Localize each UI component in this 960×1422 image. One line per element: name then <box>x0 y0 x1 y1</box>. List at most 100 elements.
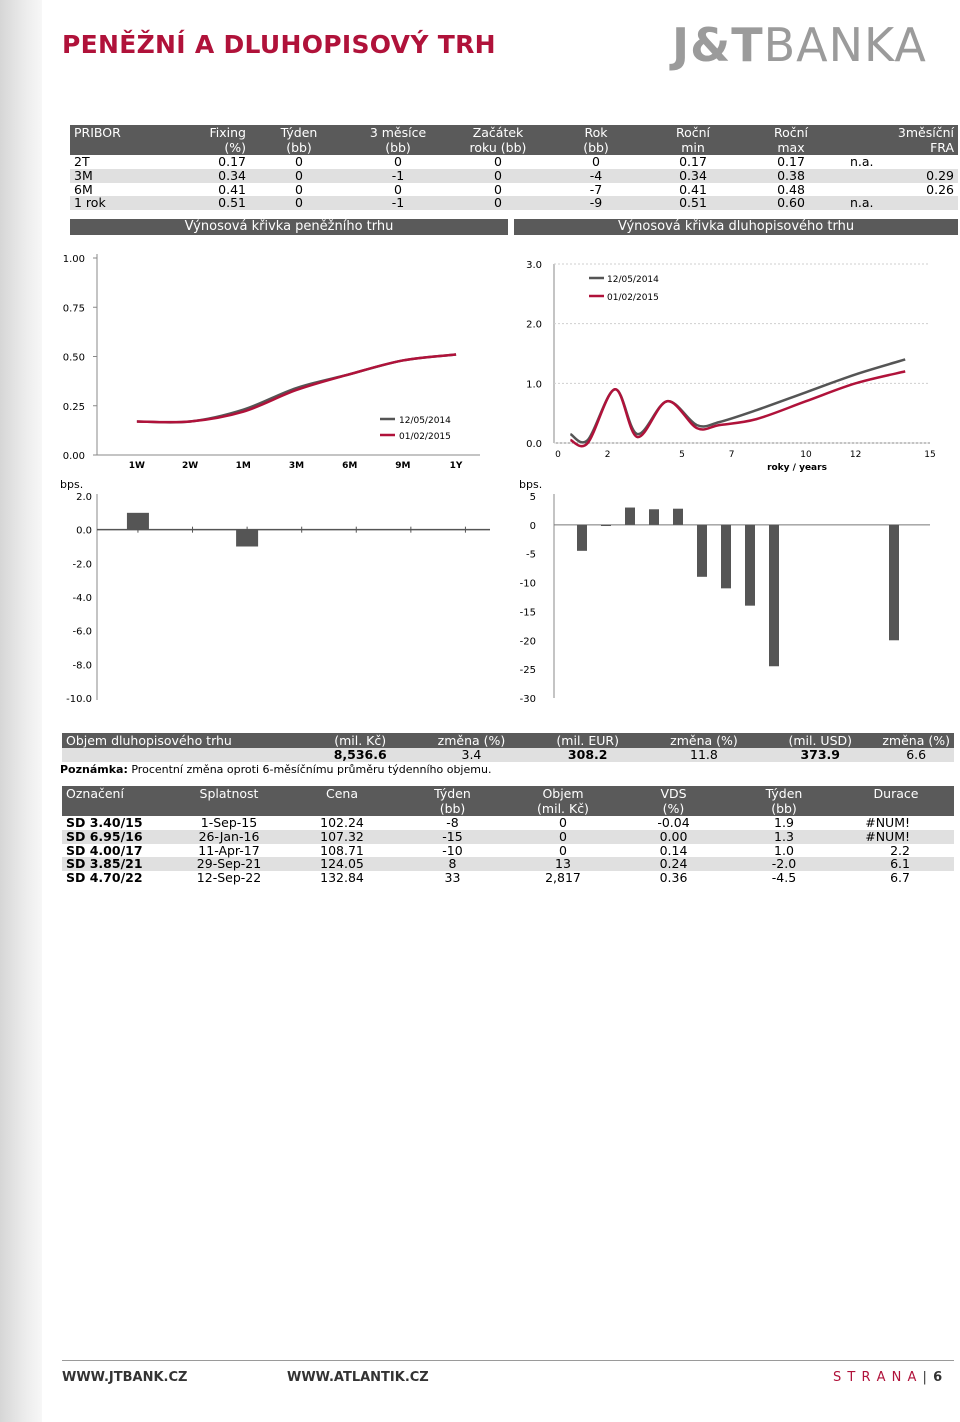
table-cell: -10 <box>442 842 463 858</box>
x-tick-label: 1M <box>236 461 251 471</box>
table-cell: 0.26 <box>926 181 954 197</box>
table-row: 1 rok 0.51 0 -1 0 -9 0.51 0.60 n.a. <box>70 196 958 211</box>
table-cell: 0 <box>559 842 567 858</box>
table-cell: 0.48 <box>777 181 805 197</box>
table-cell: 0 <box>559 815 567 830</box>
footer-link-jtbank[interactable]: WWW.JTBANK.CZ <box>62 1370 188 1385</box>
table-cell: 0 <box>250 196 348 211</box>
sidebar-gradient <box>0 0 42 1422</box>
y-tick-label: -4.0 <box>72 593 92 604</box>
y-tick-label: 1.00 <box>63 254 85 265</box>
table-cell: 3M <box>70 168 160 183</box>
bar <box>721 524 731 589</box>
table-cell <box>62 748 308 762</box>
volume-note: Poznámka: Procentní změna oproti 6-měsíč… <box>60 763 491 776</box>
series-line <box>569 358 906 444</box>
table-cell: -4 <box>548 168 644 183</box>
pribor-table: PRIBOR Fixing Týden 3 měsíce Začátek Rok… <box>70 125 958 211</box>
y-unit-label: bps. <box>60 480 83 491</box>
pribor-header: FRA <box>840 140 958 155</box>
volume-header: (mil. Kč) <box>307 733 414 748</box>
bonds-header: (bb) <box>730 801 838 816</box>
table-cell: -8 <box>446 815 459 830</box>
y-tick-label: -30 <box>520 694 536 705</box>
bonds-table: Označení Splatnost Cena Týden Objem VDS … <box>62 786 954 885</box>
page-number-value: 6 <box>933 1370 944 1385</box>
pribor-header: Týden <box>250 125 348 140</box>
table-row: SD 4.70/22 12-Sep-22 132.84 33 2,817 0.36 -4.5… <box>62 871 954 885</box>
y-tick-label: -8.0 <box>72 660 92 671</box>
table-cell: 0 <box>592 154 600 169</box>
volume-table: Objem dluhopisového trhu (mil. Kč) změna… <box>62 733 954 762</box>
y-tick-label: 0.00 <box>63 451 85 462</box>
table-row: 8,536.6 3.4 308.2 11.8 373.9 6.6 <box>62 748 954 762</box>
table-cell: -2.0 <box>730 857 838 872</box>
page-label: S T R A N A <box>833 1370 918 1385</box>
table-cell: 0.24 <box>617 857 730 872</box>
table-cell: 102.24 <box>320 815 364 830</box>
table-cell: 0.34 <box>644 168 742 183</box>
legend-label: 01/02/2015 <box>399 432 451 442</box>
table-cell: 0.17 <box>679 154 707 169</box>
bonds-header-row-1: Označení Splatnost Cena Týden Objem VDS … <box>62 786 954 801</box>
x-tick-label: 2 <box>605 450 611 460</box>
table-cell: 0.29 <box>840 168 958 183</box>
note-label: Poznámka: <box>60 763 128 776</box>
table-row: 6M 0.41 0 0 0 -7 0.41 0.48 0.26 <box>70 181 958 197</box>
table-row: 2T 0.17 0 0 0 0 0.17 0.17 n.a. <box>70 155 958 169</box>
pribor-header: max <box>742 140 840 155</box>
table-cell: -9 <box>548 196 644 211</box>
legend-label: 12/05/2014 <box>607 275 659 285</box>
bar <box>236 529 259 547</box>
bar <box>601 524 611 527</box>
x-tick-label: 5 <box>679 450 685 460</box>
table-cell: 0 <box>509 829 617 844</box>
y-unit-label: bps. <box>519 480 542 491</box>
table-cell: 1.3 <box>730 829 838 844</box>
pribor-header: roku (bb) <box>448 140 548 155</box>
table-cell: 108.71 <box>320 842 364 858</box>
table-cell: 2T <box>74 154 90 169</box>
table-cell: 11-Apr-17 <box>198 842 260 858</box>
table-cell: 0 <box>494 181 502 197</box>
y-tick-label: 3.0 <box>526 260 542 271</box>
pribor-header: (bb) <box>250 140 348 155</box>
bonds-header <box>288 801 396 816</box>
y-tick-label: 0.75 <box>63 303 85 314</box>
bonds-header: (%) <box>617 801 730 816</box>
x-tick-label: 1Y <box>450 461 463 471</box>
bonds-header: Durace <box>838 786 954 801</box>
table-cell: 0.51 <box>644 196 742 211</box>
table-row: SD 3.85/21 29-Sep-21 124.05 8 13 0.24 -2.0 6.1 <box>62 857 954 872</box>
brand-left: J&T <box>672 18 764 72</box>
table-cell: -15 <box>396 829 509 844</box>
y-tick-label: -25 <box>520 665 536 676</box>
pribor-header: 3 měsíce <box>348 125 448 140</box>
x-tick-label: 10 <box>800 450 812 460</box>
table-cell: 0 <box>250 168 348 183</box>
y-tick-label: 2.0 <box>76 492 92 503</box>
x-tick-label: 12 <box>850 450 861 460</box>
table-cell: 8,536.6 <box>307 748 414 762</box>
table-cell: 0.34 <box>160 168 250 183</box>
table-row: SD 3.40/15 1-Sep-15 102.24 -8 0 -0.04 1.9 #NUM! <box>62 816 954 830</box>
x-tick-label: 2W <box>182 461 198 471</box>
table-row: SD 4.00/17 11-Apr-17 108.71 -10 0 0.14 1.0 2.2 <box>62 842 954 858</box>
bonds-header <box>62 801 170 816</box>
pribor-header-row-2: (%) (bb) (bb) roku (bb) (bb) min max FRA <box>70 140 958 155</box>
volume-header: Objem dluhopisového trhu <box>62 733 308 748</box>
bar <box>625 507 635 525</box>
footer-link-atlantik[interactable]: WWW.ATLANTIK.CZ <box>287 1370 429 1385</box>
table-cell: 0.41 <box>679 181 707 197</box>
table-cell: 107.32 <box>288 829 396 844</box>
volume-header: (mil. USD) <box>762 733 879 748</box>
y-tick-label: -2.0 <box>72 559 92 570</box>
pribor-header: Roční <box>742 125 840 140</box>
bar <box>126 512 149 530</box>
bar <box>697 524 707 577</box>
table-cell: SD 6.95/16 <box>62 829 170 844</box>
series-line <box>136 353 457 424</box>
pribor-header: 3měsíční <box>840 125 958 140</box>
table-cell: 132.84 <box>320 870 364 886</box>
table-cell: 2,817 <box>545 870 581 886</box>
